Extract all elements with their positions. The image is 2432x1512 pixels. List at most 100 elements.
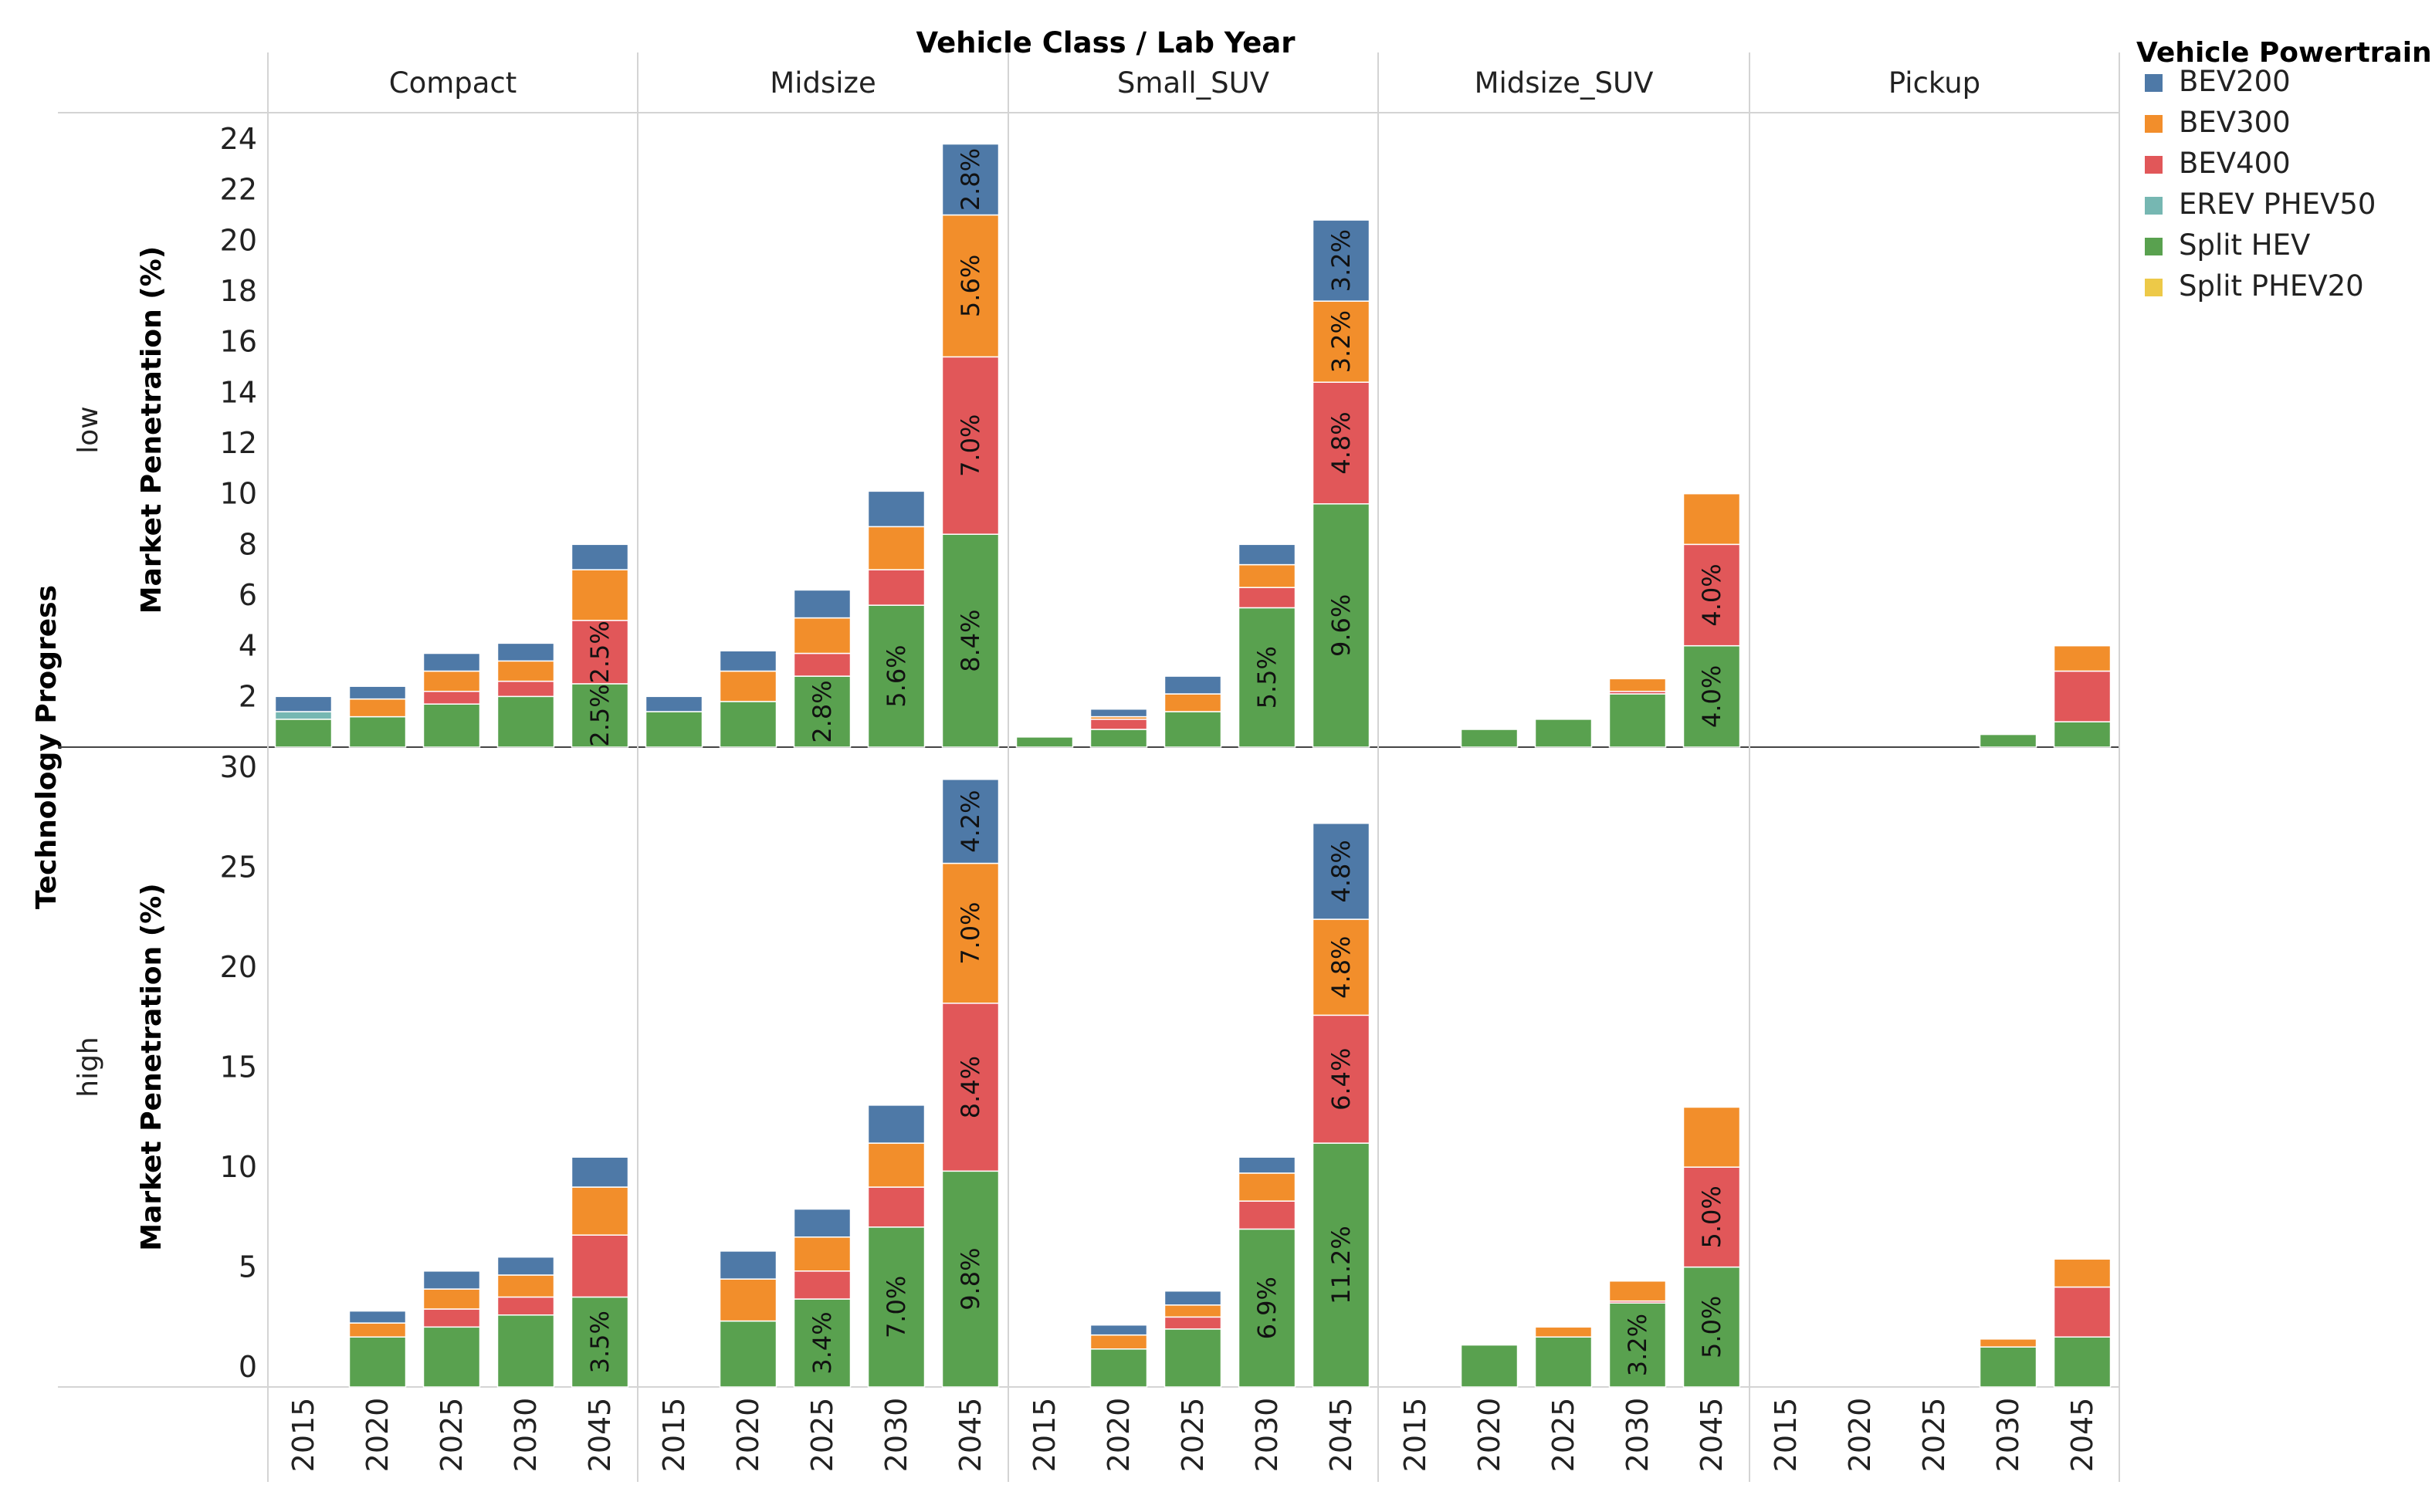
legend-label: BEV400 [2179,147,2291,180]
bar-high-small-suv-2030-bev400 [1238,1200,1296,1230]
bar-low-compact-2045-bev200 [571,543,629,570]
bar-low-midsize-2025-bev400 [793,652,852,677]
legend-item-split-phev20[interactable]: Split PHEV20 [2145,269,2364,303]
bar-low-pickup-2045-split-hev [2053,721,2112,748]
y-tick-label: 0 [239,1350,257,1384]
bar-high-small-suv-2020-split-hev [1089,1348,1148,1388]
bar-low-midsize-2030-bev400 [867,569,926,606]
column-header-midsize: Midsize [770,66,876,100]
bar-low-compact-2030-bev400 [496,680,555,698]
bar-high-midsize-2020-bev300 [719,1278,777,1322]
bar-high-midsize-suv-2045-bev300 [1682,1106,1741,1168]
legend-item-bev200[interactable]: BEV200 [2145,65,2291,98]
bar-low-compact-2025-bev200 [422,652,481,672]
y-tick-label: 15 [220,1050,257,1084]
bar-low-compact-2025-bev400 [422,691,481,705]
legend-swatch [2145,197,2163,215]
x-tick-label: 2030 [1991,1398,2025,1473]
bar-low-midsize-suv-2020-split-hev [1460,729,1519,748]
y-tick-label: 30 [220,750,257,784]
legend-swatch [2145,238,2163,255]
legend-swatch [2145,279,2163,296]
y-tick-label: 25 [220,851,257,885]
legend-item-erev-phev50[interactable]: EREV PHEV50 [2145,188,2376,221]
legend-item-bev400[interactable]: BEV400 [2145,147,2291,180]
bar-high-midsize-2025-bev400 [793,1270,852,1300]
bar-low-small-suv-2030-bev200 [1238,543,1296,566]
x-tick-label: 2025 [1546,1398,1580,1473]
data-label: 11.2% [1326,1226,1356,1304]
bar-low-midsize-2020-split-hev [719,701,777,748]
bar-high-small-suv-2030-bev200 [1238,1156,1296,1174]
bar-high-midsize-suv-2020-split-hev [1460,1344,1519,1388]
bar-high-compact-2045-split-hev [571,1296,629,1388]
bar-high-midsize-suv-2025-bev300 [1534,1326,1593,1338]
bar-high-compact-2045-bev200 [571,1156,629,1188]
x-tick-label: 2020 [1472,1398,1506,1473]
data-label: 4.8% [1326,936,1356,999]
bar-high-midsize-2025-bev300 [793,1236,852,1272]
x-tick-label: 2045 [583,1398,617,1473]
legend[interactable]: BEV200 BEV300 BEV400 EREV PHEV50 Split HEV Sp… [2145,65,2376,303]
columns-header-title: Vehicle Class / Lab Year [916,26,1296,59]
bar-high-compact-2025-bev400 [422,1308,481,1328]
bar-high-small-suv-2025-bev200 [1163,1290,1222,1306]
bar-high-small-suv-2045-bev200 [1312,822,1370,920]
bar-high-pickup-2030-bev300 [1979,1338,2037,1348]
bar-low-compact-2020-bev200 [348,685,407,700]
bar-low-small-suv-2025-split-hev [1163,711,1222,748]
y-tick-label: 6 [239,578,257,612]
bar-high-small-suv-2025-split-hev [1163,1328,1222,1388]
axes-group: Compact Midsize Small_SUV Midsize_SUV Pickup… [73,66,2099,1472]
legend-label: Split HEV [2179,228,2310,262]
bar-high-compact-2025-split-hev [422,1326,481,1388]
x-tick-label: 2045 [2065,1398,2099,1473]
x-tick-label: 2045 [1695,1398,1729,1473]
bar-high-compact-2030-bev200 [496,1256,555,1276]
data-label: 2.8% [956,148,985,211]
y-tick-label: 12 [220,426,257,460]
bar-high-pickup-2030-split-hev [1979,1346,2037,1388]
data-label: 3.5% [585,1311,615,1373]
y-tick-label: 4 [239,629,257,663]
bar-low-compact-2020-bev300 [348,698,407,718]
y-tick-label: 16 [220,325,257,359]
bar-high-pickup-2045-split-hev [2053,1336,2112,1388]
x-tick-label: 2030 [1250,1398,1284,1473]
bar-high-midsize-suv-2030-split-hev [1608,1302,1667,1388]
legend-title: Vehicle Powertrain [2136,37,2432,69]
data-label: 5.0% [1697,1296,1726,1358]
bar-low-small-suv-2020-bev200 [1089,709,1148,718]
bar-high-small-suv-2045-bev400 [1312,1014,1370,1144]
bar-low-compact-2045-bev400 [571,620,629,685]
bar-high-small-suv-2045-bev300 [1312,918,1370,1016]
bar-low-pickup-2030-split-hev [1979,733,2037,748]
legend-item-bev300[interactable]: BEV300 [2145,106,2291,139]
bar-high-midsize-2020-split-hev [719,1320,777,1388]
legend-item-split-hev[interactable]: Split HEV [2145,228,2310,262]
data-label: 5.5% [1252,646,1282,709]
bar-high-midsize-2030-split-hev [867,1226,926,1388]
bar-low-small-suv-2020-split-hev [1089,729,1148,748]
bar-low-midsize-suv-2045-bev300 [1682,492,1741,546]
bar-low-midsize-2020-bev300 [719,670,777,702]
legend-label: EREV PHEV50 [2179,188,2376,221]
bar-high-pickup-2045-bev300 [2053,1258,2112,1288]
x-tick-label: 2025 [805,1398,839,1473]
data-label: 7.0% [956,902,985,965]
y-tick-label: 14 [220,375,257,409]
x-tick-label: 2025 [1176,1398,1210,1473]
bar-high-midsize-2045-bev200 [941,779,1000,864]
bar-low-small-suv-2030-split-hev [1238,607,1296,748]
bar-low-compact-2030-bev300 [496,660,555,682]
y-tick-label: 10 [220,477,257,511]
bar-low-small-suv-2025-bev200 [1163,675,1222,695]
bar-high-small-suv-2025-bev400 [1163,1316,1222,1330]
bar-low-compact-2025-bev300 [422,670,481,692]
data-label: 9.8% [956,1248,985,1311]
x-tick-label: 2030 [1621,1398,1655,1473]
x-tick-label: 2015 [657,1398,691,1473]
bar-low-midsize-suv-2030-bev300 [1608,678,1667,692]
bar-high-compact-2045-bev300 [571,1186,629,1236]
